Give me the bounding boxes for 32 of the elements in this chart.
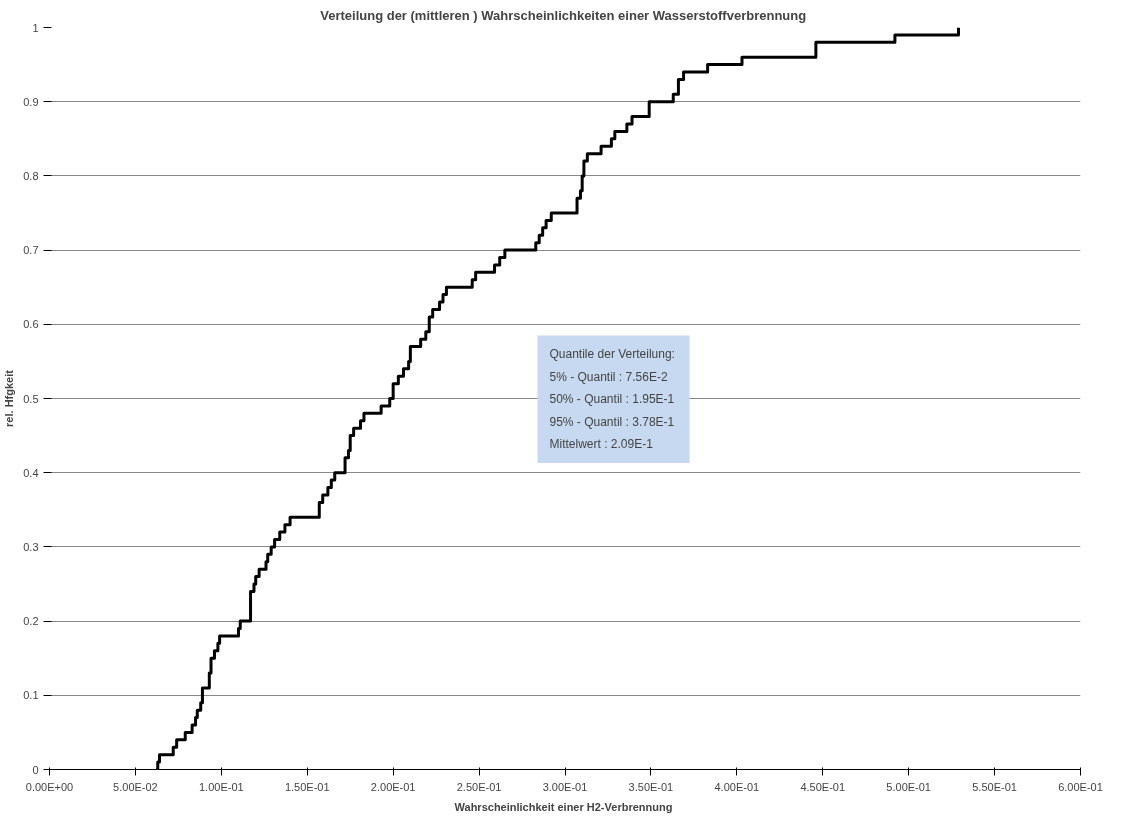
chart-title: Verteilung der (mittleren ) Wahrscheinlichkeiten einer Wasserstoffverbrennung [320, 7, 807, 23]
y-tick-label: 0.6 [23, 318, 39, 331]
x-tick-label: 4.00E-01 [714, 780, 760, 793]
y-tick-label: 0.7 [23, 244, 39, 257]
y-tick-label: 0 [32, 763, 39, 776]
x-tick-label: 2.50E-01 [456, 780, 502, 793]
x-tick-label: 4.50E-01 [800, 780, 846, 793]
y-tick-label: 0.2 [23, 615, 39, 628]
annotation: 95% - Quantil : 3.78E-1 [549, 414, 675, 429]
x-tick-label: 0.00E+00 [25, 780, 74, 793]
x-tick-label: 5.50E-01 [972, 780, 1017, 793]
x-tick-label: 3.50E-01 [628, 780, 674, 793]
x-tick-label: 3.00E-01 [542, 780, 588, 793]
y-tick-label: 0.5 [23, 392, 39, 405]
x-tick-label: 2.00E-01 [370, 780, 416, 793]
annotation: 5% - Quantil : 7.56E-2 [549, 369, 668, 384]
x-tick-label: 5.00E-01 [886, 780, 931, 793]
x-tick-label: 5.00E-02 [113, 780, 158, 793]
y-tick-label: 0.1 [23, 689, 39, 702]
y-tick-label: 1 [32, 21, 39, 34]
y-tick-label: 0.8 [23, 169, 39, 182]
y-axis-title: rel. Hfgkeit [3, 369, 16, 427]
x-tick-label: 1.00E-01 [199, 780, 244, 793]
annotation: Quantile der Verteilung: [549, 347, 675, 362]
x-tick-label: 1.50E-01 [284, 780, 330, 793]
x-tick-label: 6.00E-01 [1058, 780, 1103, 793]
annotation: Mittelwert : 2.09E-1 [549, 437, 654, 452]
x-axis-title: Wahrscheinlichkeit einer H2-Verbrennung [454, 800, 673, 813]
y-tick-label: 0.9 [23, 95, 39, 108]
y-tick-label: 0.3 [23, 540, 39, 553]
y-tick-label: 0.4 [23, 466, 39, 479]
annotation: 50% - Quantil : 1.95E-1 [549, 392, 675, 407]
